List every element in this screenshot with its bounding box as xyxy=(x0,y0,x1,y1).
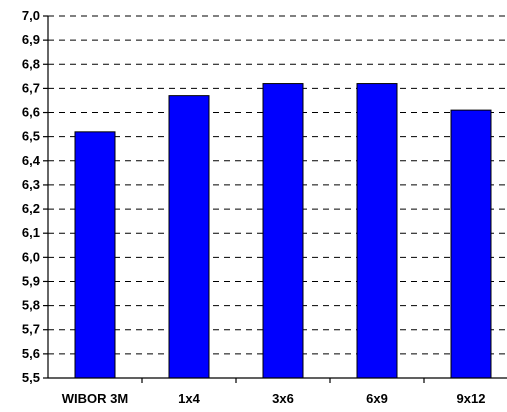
y-tick-label: 6,0 xyxy=(22,249,40,264)
y-tick-label: 6,7 xyxy=(22,80,40,95)
y-tick-label: 6,6 xyxy=(22,105,40,120)
bar-6x9 xyxy=(356,83,398,379)
category-label: WIBOR 3M xyxy=(62,391,128,406)
category-labels: WIBOR 3M 1x4 3x6 6x9 9x12 xyxy=(62,391,486,406)
y-tick-label: 6,3 xyxy=(22,177,40,192)
axes xyxy=(47,16,507,379)
y-tick-label: 5,9 xyxy=(22,273,40,288)
category-label: 1x4 xyxy=(178,391,200,406)
bar-3x6 xyxy=(262,83,304,379)
y-tick-label: 5,7 xyxy=(22,322,40,337)
y-tick-label: 6,1 xyxy=(22,225,40,240)
y-tick-label: 6,4 xyxy=(22,153,41,168)
x-tick-marks xyxy=(141,378,425,383)
y-tick-labels: 5,5 5,6 5,7 5,8 5,9 6,0 6,1 6,2 6,3 6,4 6,5 6,6 6,7 6… xyxy=(22,8,48,385)
y-tick-label: 6,8 xyxy=(22,56,40,71)
bars xyxy=(74,83,492,379)
y-tick-label: 7,0 xyxy=(22,8,40,23)
y-tick-label: 5,5 xyxy=(22,370,40,385)
y-tick-label: 6,9 xyxy=(22,32,40,47)
bar-1x4 xyxy=(168,95,210,379)
category-label: 9x12 xyxy=(457,391,486,406)
category-label: 6x9 xyxy=(366,391,388,406)
y-tick-label: 5,6 xyxy=(22,346,40,361)
bar-9x12 xyxy=(450,109,492,379)
category-label: 3x6 xyxy=(272,391,294,406)
y-tick-label: 6,2 xyxy=(22,201,40,216)
y-tick-label: 5,8 xyxy=(22,298,40,313)
bar-wibor-3m xyxy=(74,131,116,379)
y-tick-label: 6,5 xyxy=(22,129,40,144)
